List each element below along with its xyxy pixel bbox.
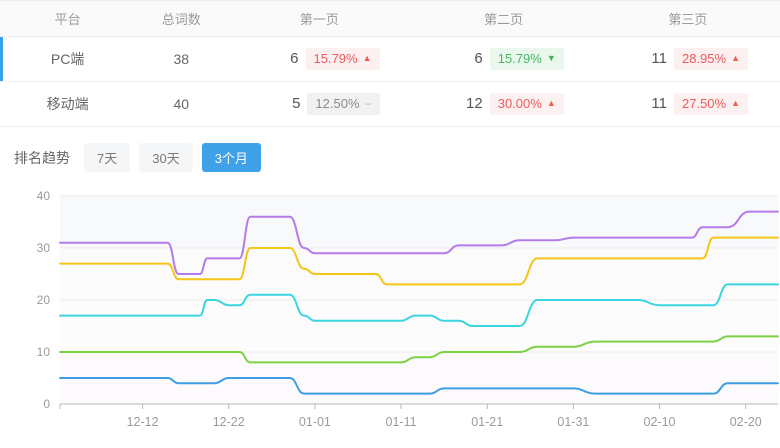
table-row[interactable]: 移动端 40 5 12.50% − 12 30.00% ▲ [0,81,780,127]
svg-text:30: 30 [37,241,51,255]
cell-total-keywords: 38 [135,36,228,82]
keyword-summary-table: 平台 总词数 第一页 第二页 第三页 PC端 38 6 15.79% ▲ [0,0,780,127]
rank-trend-chart-svg: 0 10 20 30 40 12-12 12-22 01-01 01-11 01-21 01-31 0… [37,189,779,429]
table-header-row: 平台 总词数 第一页 第二页 第三页 [0,0,780,37]
page-2-change-badge: 30.00% ▲ [489,92,564,116]
page-3-change-percent: 28.95% [681,50,727,66]
column-header-total: 总词数 [135,0,228,37]
trend-title: 排名趋势 [14,149,70,166]
page-3-count: 11 [651,50,667,68]
svg-text:10: 10 [37,345,51,359]
rank-trend-chart[interactable]: 0 10 20 30 40 12-12 12-22 01-01 01-11 01-21 01-31 0… [0,182,780,442]
table-header: 平台 总词数 第一页 第二页 第三页 [0,0,780,37]
arrow-up-icon: ▲ [731,53,740,64]
column-header-platform: 平台 [0,0,136,37]
column-header-page-2: 第二页 [411,0,596,37]
cell-page-1: 6 15.79% ▲ [227,36,412,82]
page-1-count: 6 [290,50,299,68]
trend-toolbar: 排名趋势 7天 30天 3个月 [0,127,780,182]
page-1-change-badge: 12.50% − [307,92,380,116]
svg-text:01-11: 01-11 [386,415,417,429]
page-2-count: 12 [466,95,483,113]
dash-neutral-icon: − [364,96,372,111]
svg-text:01-01: 01-01 [299,415,331,429]
page-2-change-percent: 30.00% [497,95,542,111]
cell-page-2: 6 15.79% ▼ [411,36,596,82]
svg-text:12-22: 12-22 [213,415,245,429]
svg-text:02-20: 02-20 [730,415,762,429]
svg-text:01-31: 01-31 [557,415,589,429]
arrow-down-icon: ▼ [546,53,556,64]
cell-platform: PC端 [0,36,136,82]
page-3-change-percent: 27.50% [681,95,727,111]
cell-page-3: 11 27.50% ▲ [595,81,780,127]
page-1-count: 5 [292,95,301,113]
page-3-change-badge: 28.95% ▲ [673,47,748,71]
svg-text:20: 20 [37,293,51,307]
cell-page-1: 5 12.50% − [227,81,412,127]
page-1-change-percent: 15.79% [313,50,358,66]
range-tab-30d[interactable]: 30天 [139,143,193,172]
column-header-page-3: 第三页 [595,0,780,37]
range-tab-7d[interactable]: 7天 [84,143,131,172]
svg-text:12-12: 12-12 [127,415,159,429]
cell-platform: 移动端 [0,81,136,127]
table-body: PC端 38 6 15.79% ▲ 6 15.79% ▼ [0,36,780,127]
cell-page-3: 11 28.95% ▲ [595,36,780,82]
page-3-change-badge: 27.50% ▲ [673,92,748,116]
table-row[interactable]: PC端 38 6 15.79% ▲ 6 15.79% ▼ [0,36,780,82]
range-tab-3m[interactable]: 3个月 [201,143,261,172]
page-2-change-badge: 15.79% ▼ [489,47,564,71]
arrow-up-icon: ▲ [362,53,372,64]
page-1-change-percent: 12.50% [315,95,360,111]
cell-page-2: 12 30.00% ▲ [411,81,596,127]
page-2-count: 6 [474,50,483,68]
svg-text:0: 0 [43,397,50,411]
page-1-change-badge: 15.79% ▲ [305,47,380,71]
arrow-up-icon: ▲ [731,98,740,109]
column-header-page-1: 第一页 [227,0,412,37]
svg-text:02-10: 02-10 [644,415,676,429]
svg-text:40: 40 [37,189,51,203]
arrow-up-icon: ▲ [546,98,556,109]
page-2-change-percent: 15.79% [497,50,542,66]
svg-text:01-21: 01-21 [471,415,503,429]
page-3-count: 11 [651,95,667,113]
cell-total-keywords: 40 [135,81,228,127]
